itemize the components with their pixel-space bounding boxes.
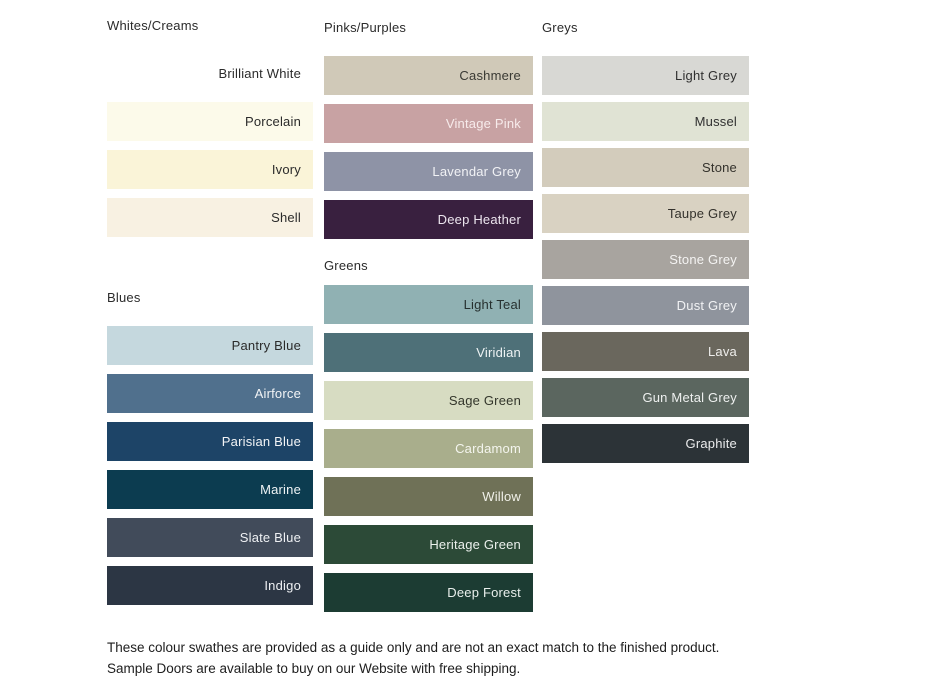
section-whites-creams: Whites/Creams Brilliant White Porcelain Ivo…: [107, 18, 313, 237]
swatch-label: Cashmere: [459, 68, 521, 83]
swatch-stone-grey: Stone Grey: [542, 240, 749, 279]
swatch-porcelain: Porcelain: [107, 102, 313, 141]
swatch-airforce: Airforce: [107, 374, 313, 413]
swatch-deep-heather: Deep Heather: [324, 200, 533, 239]
swatch-label: Cardamom: [455, 441, 521, 456]
section-blues: Blues Pantry Blue Airforce Parisian Blue Mar…: [107, 290, 313, 605]
swatch-label: Marine: [260, 482, 301, 497]
swatch-marine: Marine: [107, 470, 313, 509]
swatch-label: Ivory: [271, 162, 301, 177]
swatch-label: Porcelain: [245, 114, 301, 129]
swatch-sage-green: Sage Green: [324, 381, 533, 420]
swatch-column-1: Whites/Creams Brilliant White Porcelain Ivo…: [107, 18, 313, 614]
swatch-shell: Shell: [107, 198, 313, 237]
disclaimer-text: These colour swathes are provided as a g…: [107, 640, 720, 676]
section-title: Whites/Creams: [107, 18, 199, 33]
section-title: Pinks/Purples: [324, 20, 407, 35]
section-greens: Greens Light Teal Viridian Sage Green Cardam…: [324, 258, 533, 612]
swatch-light-teal: Light Teal: [324, 285, 533, 324]
swatch-pantry-blue: Pantry Blue: [107, 326, 313, 365]
swatch-vintage-pink: Vintage Pink: [324, 104, 533, 143]
swatch-label: Airforce: [254, 386, 301, 401]
section-greys: Greys Light Grey Mussel Stone Taupe Grey Ston…: [542, 20, 749, 463]
swatch-label: Lava: [708, 344, 737, 359]
swatch-label: Stone: [702, 160, 737, 175]
swatch-label: Deep Heather: [437, 212, 521, 227]
swatch-label: Light Teal: [463, 297, 521, 312]
swatch-column-2: Pinks/Purples Cashmere Vintage Pink Lavenda…: [324, 20, 533, 621]
section-pinks-purples: Pinks/Purples Cashmere Vintage Pink Lavenda…: [324, 20, 533, 239]
swatch-label: Slate Blue: [239, 530, 301, 545]
swatch-label: Vintage Pink: [445, 116, 521, 131]
swatch-deep-forest: Deep Forest: [324, 573, 533, 612]
swatch-mussel: Mussel: [542, 102, 749, 141]
section-title: Blues: [107, 290, 141, 305]
swatch-label: Viridian: [476, 345, 521, 360]
swatch-lavendar-grey: Lavendar Grey: [324, 152, 533, 191]
swatch-label: Taupe Grey: [667, 206, 737, 221]
swatch-label: Stone Grey: [669, 252, 737, 267]
swatch-label: Willow: [482, 489, 521, 504]
swatch-label: Gun Metal Grey: [642, 390, 737, 405]
swatch-label: Dust Grey: [676, 298, 737, 313]
swatch-label: Graphite: [685, 436, 737, 451]
swatch-taupe-grey: Taupe Grey: [542, 194, 749, 233]
swatch-light-grey: Light Grey: [542, 56, 749, 95]
swatch-indigo: Indigo: [107, 566, 313, 605]
swatch-parisian-blue: Parisian Blue: [107, 422, 313, 461]
swatch-cardamom: Cardamom: [324, 429, 533, 468]
swatch-willow: Willow: [324, 477, 533, 516]
swatch-brilliant-white: Brilliant White: [107, 54, 313, 93]
swatch-label: Lavendar Grey: [432, 164, 521, 179]
swatch-cashmere: Cashmere: [324, 56, 533, 95]
swatch-label: Deep Forest: [447, 585, 521, 600]
swatch-label: Heritage Green: [429, 537, 521, 552]
section-title: Greys: [542, 20, 578, 35]
swatch-graphite: Graphite: [542, 424, 749, 463]
swatch-label: Light Grey: [675, 68, 737, 83]
swatch-label: Sage Green: [448, 393, 521, 408]
swatch-column-3: Greys Light Grey Mussel Stone Taupe Grey Ston…: [542, 20, 749, 470]
swatch-label: Indigo: [264, 578, 301, 593]
swatch-label: Parisian Blue: [221, 434, 301, 449]
swatch-label: Mussel: [694, 114, 737, 129]
swatch-label: Pantry Blue: [231, 338, 301, 353]
swatch-viridian: Viridian: [324, 333, 533, 372]
swatch-dust-grey: Dust Grey: [542, 286, 749, 325]
section-title: Greens: [324, 258, 368, 273]
swatch-slate-blue: Slate Blue: [107, 518, 313, 557]
swatch-stone: Stone: [542, 148, 749, 187]
swatch-label: Brilliant White: [218, 66, 301, 81]
swatch-lava: Lava: [542, 332, 749, 371]
swatch-heritage-green: Heritage Green: [324, 525, 533, 564]
swatch-ivory: Ivory: [107, 150, 313, 189]
swatch-label: Shell: [271, 210, 301, 225]
swatch-gun-metal-grey: Gun Metal Grey: [542, 378, 749, 417]
